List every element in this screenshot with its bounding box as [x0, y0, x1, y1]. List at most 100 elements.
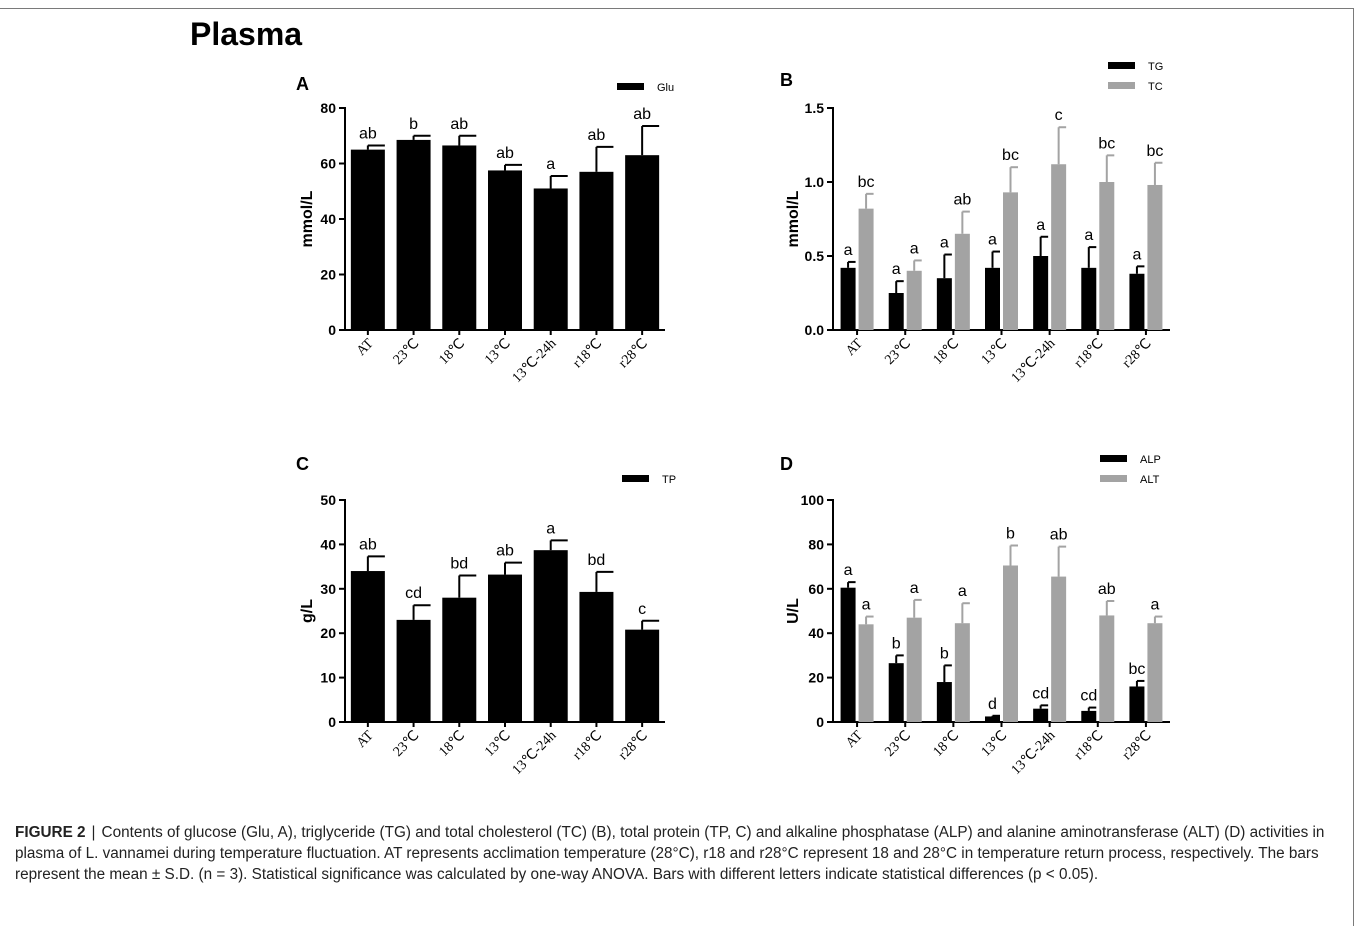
- y-tick-label: 40: [320, 211, 336, 227]
- y-tick-label: 0.5: [805, 248, 825, 264]
- x-tick-label: 18℃: [436, 728, 468, 760]
- significance-letter: ab: [1098, 581, 1116, 598]
- significance-letter: ab: [359, 536, 377, 553]
- bar-tc: [1099, 182, 1115, 330]
- bar-glu: [625, 155, 660, 330]
- x-tick-label: 18℃: [931, 336, 963, 368]
- bar-tg: [936, 278, 952, 330]
- legend-swatch: [617, 83, 644, 90]
- bar-glu: [533, 188, 568, 330]
- significance-letter: bc: [858, 174, 875, 191]
- bar-tg: [985, 267, 1000, 330]
- significance-letter: a: [1132, 246, 1141, 263]
- legend-label: ALP: [1140, 454, 1161, 466]
- significance-letter: b: [1006, 526, 1015, 543]
- x-tick-label: 23℃: [882, 728, 914, 760]
- bar-tg: [1081, 267, 1097, 330]
- caption-label: FIGURE 2: [15, 824, 86, 841]
- y-axis-label: g/L: [299, 599, 316, 623]
- y-tick-label: 50: [320, 492, 336, 508]
- x-tick-label: AT: [354, 336, 377, 359]
- significance-letter: b: [892, 635, 901, 652]
- bar-tg: [888, 293, 904, 330]
- significance-letter: b: [409, 116, 418, 133]
- legend-label: ALT: [1140, 474, 1160, 486]
- significance-letter: bd: [450, 555, 468, 572]
- x-tick-label: r28℃: [616, 336, 651, 371]
- significance-letter: ab: [496, 543, 514, 560]
- significance-letter: a: [546, 156, 555, 173]
- y-tick-label: 1.0: [805, 174, 825, 190]
- y-tick-label: 20: [808, 670, 824, 686]
- x-tick-label: r18℃: [570, 728, 605, 763]
- significance-letter: bc: [1002, 147, 1019, 164]
- legend-swatch: [1108, 62, 1135, 69]
- y-tick-label: 20: [320, 625, 336, 641]
- legend-swatch: [1100, 475, 1127, 482]
- bar-tp: [488, 574, 522, 722]
- y-axis-label: mmol/L: [299, 190, 316, 247]
- bar-glu: [442, 145, 477, 330]
- y-tick-label: 20: [320, 267, 336, 283]
- x-tick-label: 13℃: [482, 728, 514, 760]
- x-tick-label: 18℃: [931, 728, 963, 760]
- figure-caption: FIGURE 2 | Contents of glucose (Glu, A), t…: [15, 822, 1340, 885]
- x-tick-label: 13℃-24h: [1009, 336, 1059, 386]
- bar-alt: [954, 623, 970, 722]
- x-tick-label: r28℃: [616, 728, 651, 763]
- x-tick-label: r28℃: [1120, 728, 1155, 763]
- bar-alt: [1051, 576, 1067, 722]
- significance-letter: a: [1036, 217, 1045, 234]
- legend-label: TC: [1148, 81, 1163, 93]
- page-title: Plasma: [190, 16, 303, 52]
- significance-letter: ab: [359, 125, 377, 142]
- significance-letter: cd: [405, 585, 422, 602]
- x-tick-label: 13℃-24h: [1009, 728, 1059, 778]
- bar-glu: [396, 139, 431, 330]
- x-tick-label: AT: [843, 728, 866, 751]
- legend-swatch: [1108, 82, 1135, 89]
- significance-letter: ab: [953, 192, 971, 209]
- significance-letter: a: [910, 240, 919, 257]
- bar-alp: [1129, 686, 1145, 722]
- bar-tc: [906, 270, 922, 330]
- significance-letter: bd: [588, 552, 606, 569]
- x-tick-label: 18℃: [436, 336, 468, 368]
- significance-letter: cd: [1032, 685, 1049, 702]
- y-tick-label: 40: [808, 625, 824, 641]
- bar-alp: [936, 682, 952, 722]
- y-tick-label: 0: [328, 322, 336, 338]
- x-tick-label: 23℃: [882, 336, 914, 368]
- significance-letter: bc: [1146, 143, 1163, 160]
- significance-letter: b: [940, 645, 949, 662]
- chart-panel-a: A 0 20 40 60 80 mmol/L AT 23℃ 18℃ 13℃13℃-24h r18℃ r2…: [296, 74, 674, 386]
- x-tick-label: 13℃: [979, 728, 1011, 760]
- bar-tc: [1003, 192, 1018, 330]
- y-tick-label: 40: [320, 536, 336, 552]
- significance-letter: cd: [1080, 688, 1097, 705]
- bar-tc: [954, 233, 970, 330]
- legend-label: TG: [1148, 61, 1163, 73]
- significance-letter: a: [988, 232, 997, 249]
- bar-tc: [858, 208, 874, 330]
- x-tick-label: AT: [354, 728, 377, 751]
- bar-alt: [858, 624, 874, 722]
- x-tick-label: 23℃: [391, 336, 423, 368]
- x-tick-label: r18℃: [570, 336, 605, 371]
- bar-glu: [350, 149, 385, 330]
- significance-letter: a: [862, 597, 871, 614]
- y-tick-label: 60: [808, 581, 824, 597]
- y-tick-label: 80: [808, 536, 824, 552]
- bar-alt: [1099, 615, 1115, 722]
- legend-label: TP: [662, 474, 676, 486]
- bar-alp: [985, 716, 1000, 722]
- significance-letter: a: [892, 261, 901, 278]
- x-tick-label: AT: [843, 336, 866, 359]
- significance-letter: c: [1055, 107, 1063, 124]
- significance-letter: a: [844, 562, 853, 579]
- significance-letter: c: [638, 601, 646, 618]
- significance-letter: ab: [588, 127, 606, 144]
- y-tick-label: 1.5: [805, 100, 825, 116]
- bar-alp: [1033, 708, 1049, 722]
